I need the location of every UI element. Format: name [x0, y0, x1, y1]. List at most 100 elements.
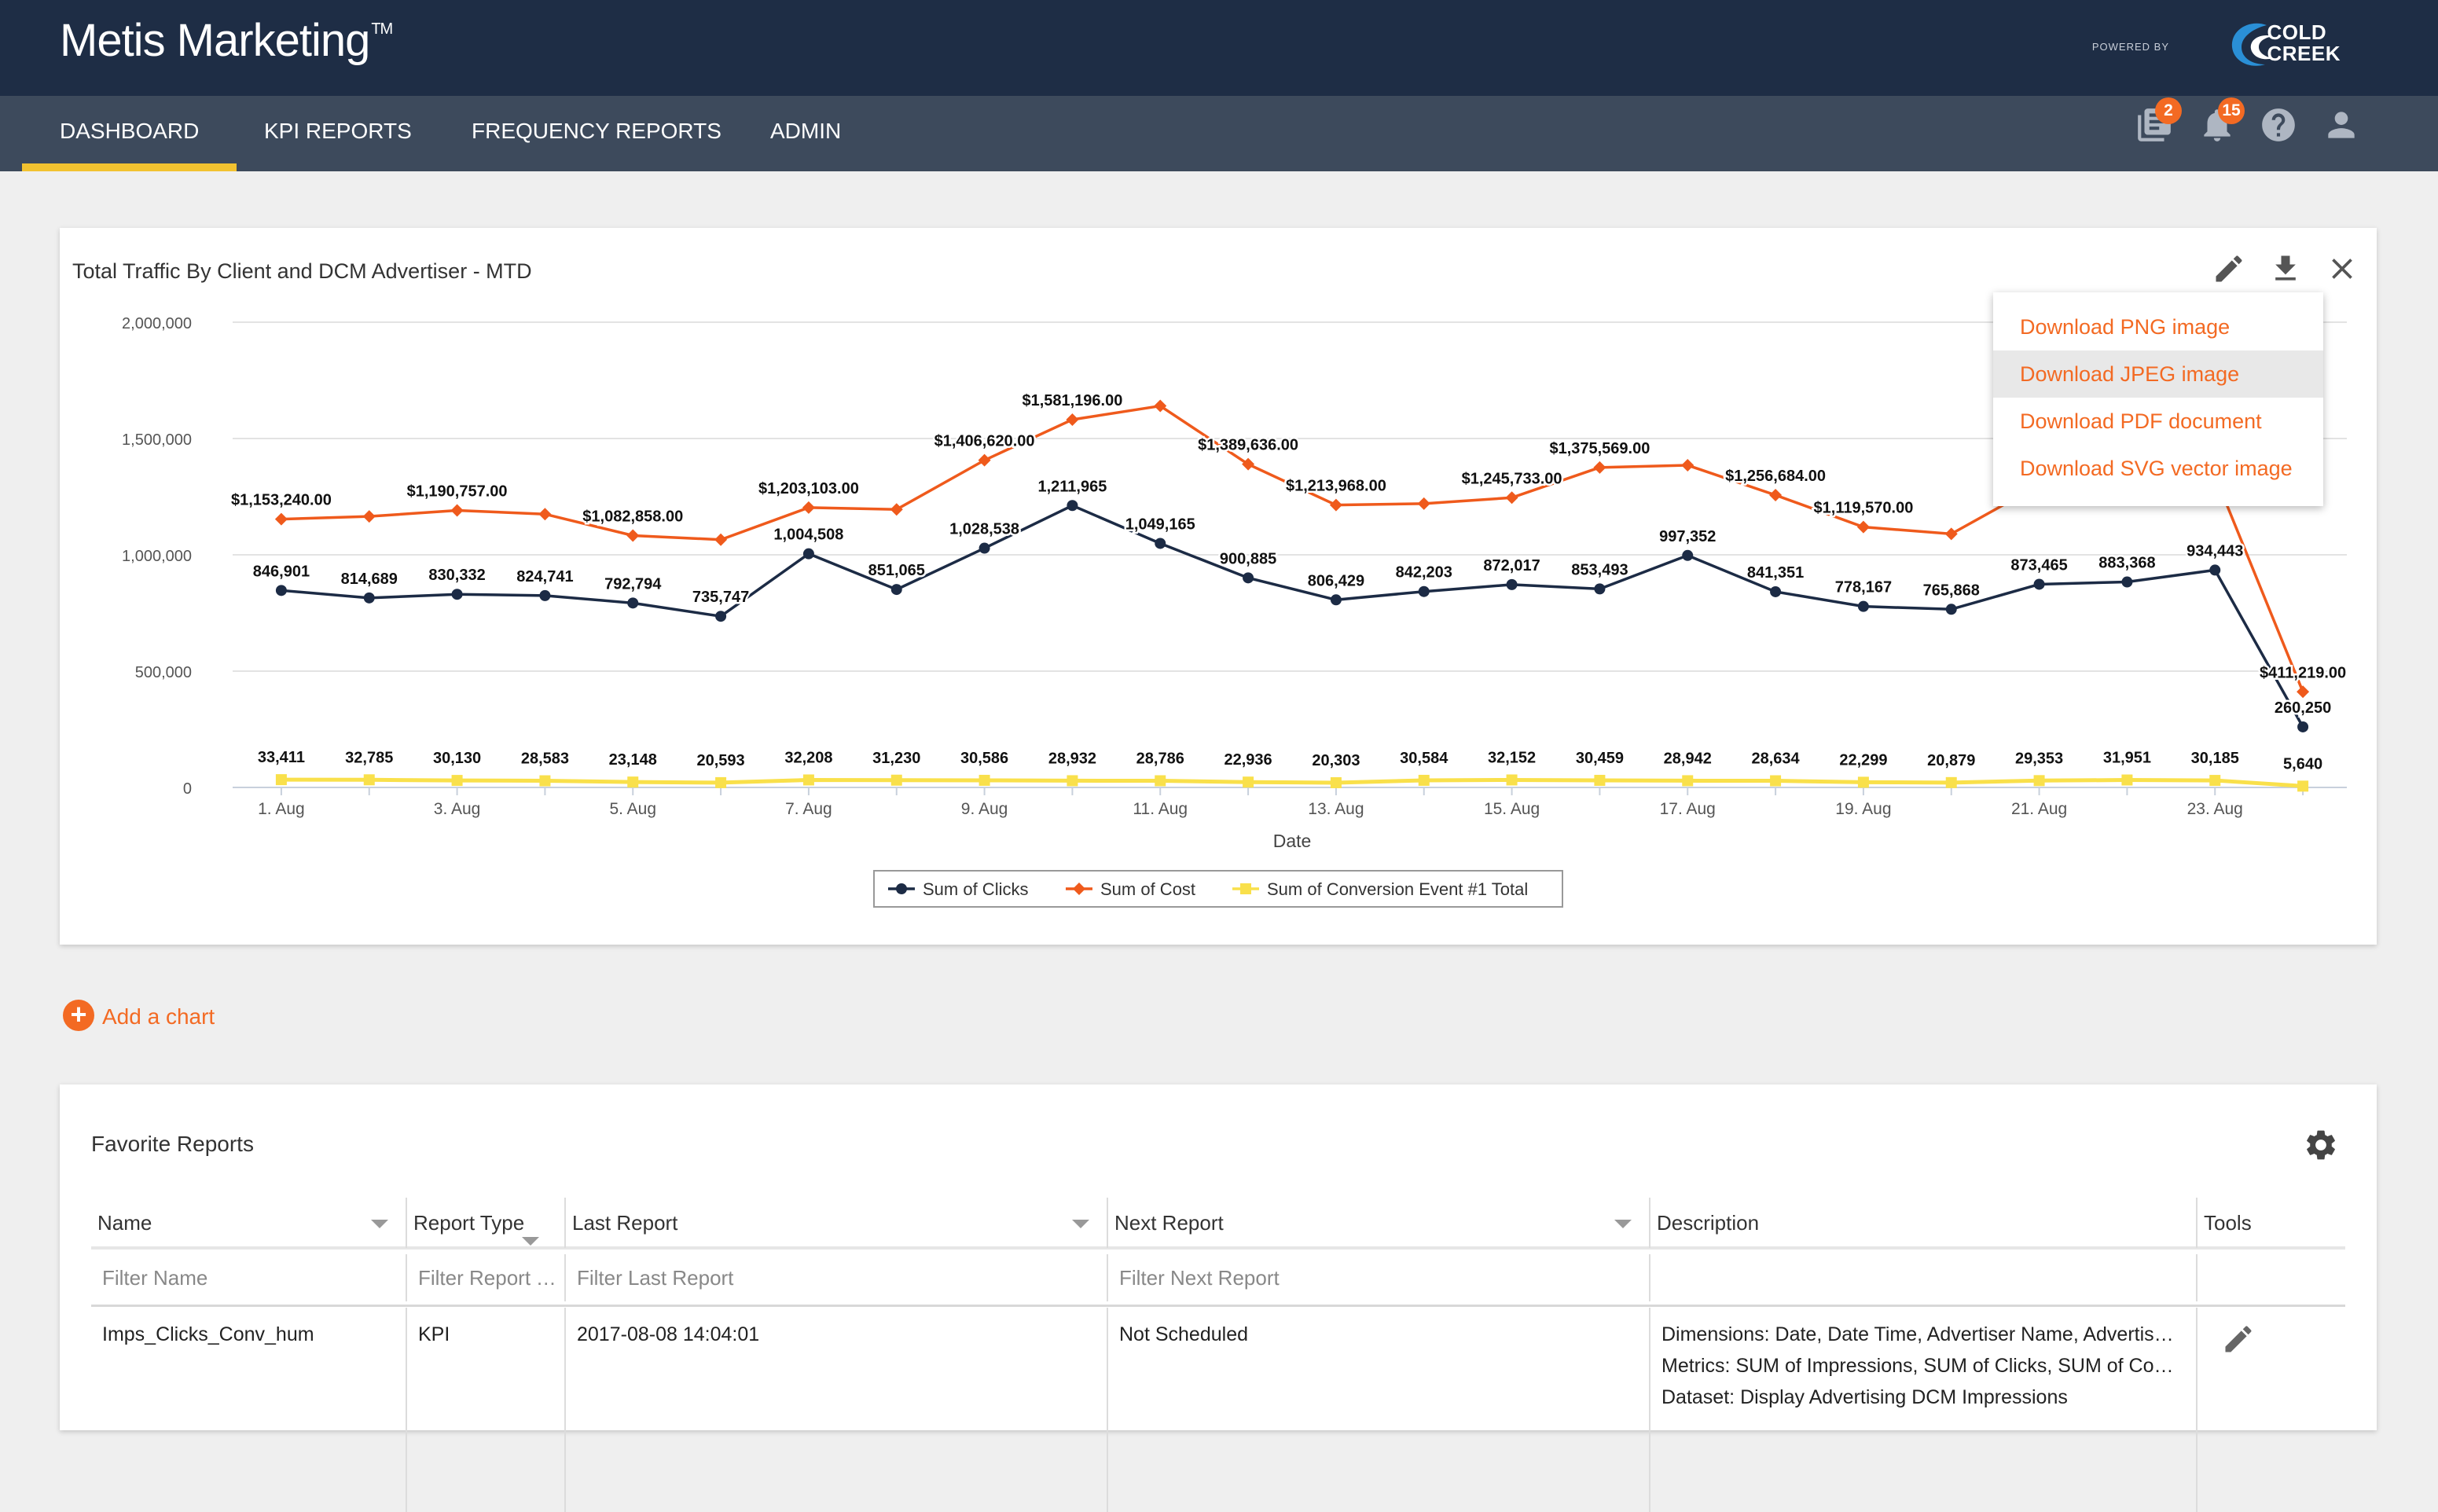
data-point-sum-of-cost — [890, 503, 903, 516]
column-header-description[interactable]: Description — [1650, 1198, 2198, 1248]
data-label-sum-of-conversion-event-1-total: 31,951 — [2103, 750, 2151, 767]
favorite-reports-card: Favorite Reports Name Report Type Last R… — [60, 1084, 2377, 1512]
data-label-sum-of-cost: $1,245,733.00 — [1462, 470, 1562, 487]
filter-tools-empty — [2198, 1254, 2345, 1301]
chart-card-title: Total Traffic By Client and DCM Advertis… — [72, 259, 532, 283]
data-point-sum-of-conversion-event-1-total — [2209, 775, 2221, 787]
legend-marker-sum-of-cost — [1073, 883, 1085, 895]
download-pdf-option[interactable]: Download PDF document — [2020, 409, 2262, 433]
filter-last-report-input[interactable]: Filter Last Report — [566, 1254, 1108, 1301]
download-png-option[interactable]: Download PNG image — [2020, 315, 2231, 339]
data-label-sum-of-clicks: 814,689 — [341, 571, 398, 588]
help-icon — [2262, 108, 2295, 141]
notifications-button[interactable]: 15 — [2198, 97, 2245, 145]
description-metrics: Metrics: SUM of Impressions, SUM of Clic… — [1661, 1350, 2182, 1382]
legend-label-sum-of-clicks: Sum of Clicks — [923, 879, 1028, 899]
data-point-sum-of-conversion-event-1-total — [2297, 780, 2309, 792]
x-tick-label: 17. Aug — [1660, 800, 1716, 818]
column-header-name[interactable]: Name — [91, 1198, 407, 1248]
data-label-sum-of-cost: $1,256,684.00 — [1725, 468, 1826, 485]
data-label-sum-of-clicks: 765,868 — [1923, 582, 1980, 599]
data-point-sum-of-conversion-event-1-total — [1243, 776, 1254, 788]
traffic-line-chart: 2,000,000 1,500,000 1,000,000 500,000 0 1. Au… — [122, 315, 2348, 908]
reports-button[interactable]: 2 — [2135, 97, 2182, 145]
download-icon[interactable] — [2268, 251, 2303, 286]
column-header-last-report[interactable]: Last Report — [566, 1198, 1108, 1248]
partner-line-2: CREEK — [2267, 42, 2341, 65]
data-point-sum-of-cost — [1681, 459, 1694, 472]
brand-logo[interactable]: Metis Marketing TM — [60, 14, 393, 67]
download-jpeg-option[interactable]: Download JPEG image — [1993, 350, 2323, 398]
data-point-sum-of-cost — [538, 508, 552, 521]
data-point-sum-of-clicks — [1945, 604, 1957, 615]
sort-arrow-icon[interactable] — [1072, 1220, 1089, 1228]
x-tick-label: 19. Aug — [1835, 800, 1891, 818]
main-nav: DASHBOARD KPI REPORTS FREQUENCY REPORTS … — [0, 96, 2438, 171]
table-row-description-cell: Dimensions: Date, Date Time, Advertiser … — [1650, 1308, 2198, 1512]
data-point-sum-of-cost — [978, 453, 991, 467]
data-point-sum-of-clicks — [1857, 600, 1869, 612]
data-point-sum-of-clicks — [1770, 585, 1782, 597]
data-point-sum-of-conversion-event-1-total — [1682, 775, 1694, 787]
data-label-sum-of-clicks: 1,028,538 — [949, 521, 1019, 538]
data-label-sum-of-clicks: 830,332 — [428, 567, 485, 584]
data-point-sum-of-cost — [1944, 527, 1958, 541]
filter-name-input[interactable]: Filter Name — [91, 1254, 407, 1301]
favorite-reports-title: Favorite Reports — [91, 1132, 254, 1156]
gear-icon[interactable] — [2303, 1127, 2339, 1163]
table-row-next-report-cell: Not Scheduled — [1108, 1308, 1650, 1512]
tab-frequency-reports[interactable]: FREQUENCY REPORTS — [472, 119, 721, 143]
data-label-sum-of-conversion-event-1-total: 32,208 — [784, 749, 832, 766]
data-point-sum-of-conversion-event-1-total — [1067, 775, 1078, 787]
help-button[interactable] — [2259, 105, 2298, 145]
data-label-sum-of-clicks: 872,017 — [1483, 557, 1540, 574]
metrics-value: SUM of Impressions, SUM of Clicks, SUM o… — [1735, 1355, 2182, 1377]
data-label-sum-of-conversion-event-1-total: 28,942 — [1664, 750, 1712, 767]
data-point-sum-of-cost — [2297, 685, 2310, 699]
edit-pencil-icon[interactable] — [2221, 1322, 2256, 1356]
data-point-sum-of-clicks — [1243, 572, 1254, 584]
sort-arrow-icon[interactable] — [522, 1237, 539, 1246]
data-label-sum-of-conversion-event-1-total: 28,932 — [1048, 750, 1096, 767]
tab-dashboard[interactable]: DASHBOARD — [22, 96, 237, 171]
data-label-sum-of-conversion-event-1-total: 31,230 — [872, 750, 920, 767]
data-point-sum-of-conversion-event-1-total — [275, 774, 287, 786]
data-point-sum-of-cost — [1154, 399, 1167, 413]
column-header-report-type[interactable]: Report Type — [407, 1198, 566, 1248]
user-account-button[interactable] — [2322, 105, 2361, 145]
data-point-sum-of-conversion-event-1-total — [1506, 774, 1518, 786]
table-row-name-cell[interactable]: Imps_Clicks_Conv_hum — [91, 1308, 407, 1512]
data-label-sum-of-clicks: 842,203 — [1396, 564, 1452, 582]
data-label-sum-of-clicks: 260,250 — [2275, 699, 2331, 717]
tab-admin[interactable]: ADMIN — [770, 119, 842, 143]
x-tick-label: 5. Aug — [609, 800, 656, 818]
data-point-sum-of-cost — [1417, 497, 1430, 510]
filter-next-report-input[interactable]: Filter Next Report — [1108, 1254, 1650, 1301]
data-point-sum-of-conversion-event-1-total — [715, 776, 727, 788]
sort-arrow-icon[interactable] — [371, 1220, 388, 1228]
sort-arrow-icon[interactable] — [1614, 1220, 1632, 1228]
powered-by-label: POWERED BY — [2091, 41, 2169, 53]
tab-kpi-reports[interactable]: KPI REPORTS — [264, 119, 412, 143]
data-point-sum-of-conversion-event-1-total — [2033, 775, 2045, 787]
data-label-sum-of-clicks: 1,049,165 — [1125, 516, 1195, 533]
data-point-sum-of-cost — [626, 529, 640, 542]
filter-description-empty — [1650, 1254, 2198, 1301]
filter-report-type-input[interactable]: Filter Report Type — [407, 1254, 566, 1301]
dataset-value: Display Advertising DCM Impressions — [1740, 1386, 2068, 1408]
data-point-sum-of-clicks — [979, 542, 990, 554]
column-header-next-report[interactable]: Next Report — [1108, 1198, 1650, 1248]
series-line-sum-of-conversion-event-1-total — [281, 777, 2304, 788]
download-svg-option[interactable]: Download SVG vector image — [2020, 457, 2293, 480]
partner-line-1: COLD — [2267, 20, 2327, 44]
close-icon[interactable] — [2325, 251, 2359, 286]
data-point-sum-of-cost — [362, 510, 376, 523]
edit-pencil-icon[interactable] — [2212, 251, 2246, 286]
dataset-label: Dataset: — [1661, 1386, 1735, 1408]
data-point-sum-of-clicks — [275, 585, 287, 596]
chart-legend — [873, 870, 1563, 908]
data-point-sum-of-conversion-event-1-total — [1594, 774, 1606, 786]
data-label-sum-of-conversion-event-1-total: 30,459 — [1576, 750, 1624, 767]
data-label-sum-of-clicks: 1,004,508 — [773, 527, 843, 544]
data-label-sum-of-clicks: 841,351 — [1747, 564, 1804, 582]
